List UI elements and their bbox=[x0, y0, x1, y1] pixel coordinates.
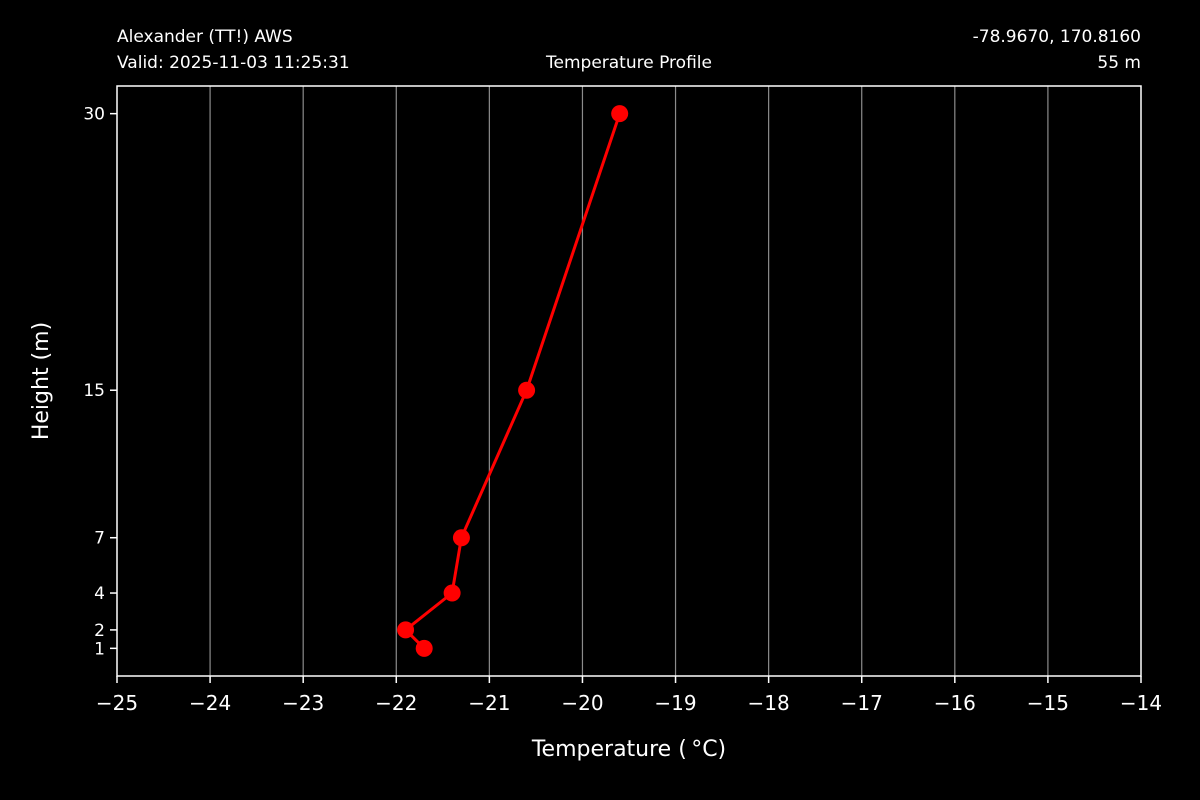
grid-lines bbox=[209, 86, 1049, 676]
x-axis-ticks: −25 −24 −23 −22 −21 −20 −19 −18 −17 −16 −15 −14 bbox=[96, 676, 1162, 715]
y-tick-label: 1 bbox=[94, 639, 105, 659]
x-axis-label: Temperature ( °C) bbox=[531, 737, 726, 762]
x-tick-label: −23 bbox=[282, 691, 324, 715]
y-axis-ticks: 12 4 7 15 30 bbox=[83, 105, 117, 659]
data-point-marker bbox=[611, 105, 629, 123]
y-tick-label: 30 bbox=[83, 105, 105, 125]
station-coordinates: -78.9670, 170.8160 bbox=[973, 27, 1141, 47]
y-tick-label: 7 bbox=[94, 529, 105, 549]
data-point-marker bbox=[518, 381, 536, 399]
x-tick-label: −18 bbox=[748, 691, 790, 715]
y-tick-label: 2 bbox=[94, 621, 105, 641]
x-tick-label: −21 bbox=[468, 691, 510, 715]
x-tick-label: −17 bbox=[841, 691, 883, 715]
x-tick-label: −14 bbox=[1120, 691, 1162, 715]
valid-time: Valid: 2025-11-03 11:25:31 bbox=[117, 53, 350, 73]
x-tick-label: −24 bbox=[189, 691, 231, 715]
x-tick-label: −16 bbox=[934, 691, 976, 715]
chart-title: Temperature Profile bbox=[545, 53, 712, 73]
x-tick-label: −15 bbox=[1027, 691, 1069, 715]
x-tick-label: −25 bbox=[96, 691, 138, 715]
y-tick-label: 4 bbox=[94, 584, 105, 604]
x-tick-label: −20 bbox=[561, 691, 603, 715]
series-layer bbox=[397, 105, 629, 657]
plot-frame bbox=[116, 85, 1142, 677]
station-elevation: 55 m bbox=[1097, 53, 1141, 73]
data-point-marker bbox=[452, 529, 470, 547]
data-point-marker bbox=[443, 584, 461, 602]
y-tick-label: 15 bbox=[83, 381, 105, 401]
x-tick-label: −19 bbox=[654, 691, 696, 715]
x-tick-label: −22 bbox=[375, 691, 417, 715]
data-point-marker bbox=[415, 639, 433, 657]
y-axis-label: Height (m) bbox=[29, 322, 54, 440]
temperature-profile-line bbox=[404, 113, 622, 650]
data-point-marker bbox=[397, 621, 415, 639]
station-name: Alexander (TT!) AWS bbox=[117, 27, 293, 47]
